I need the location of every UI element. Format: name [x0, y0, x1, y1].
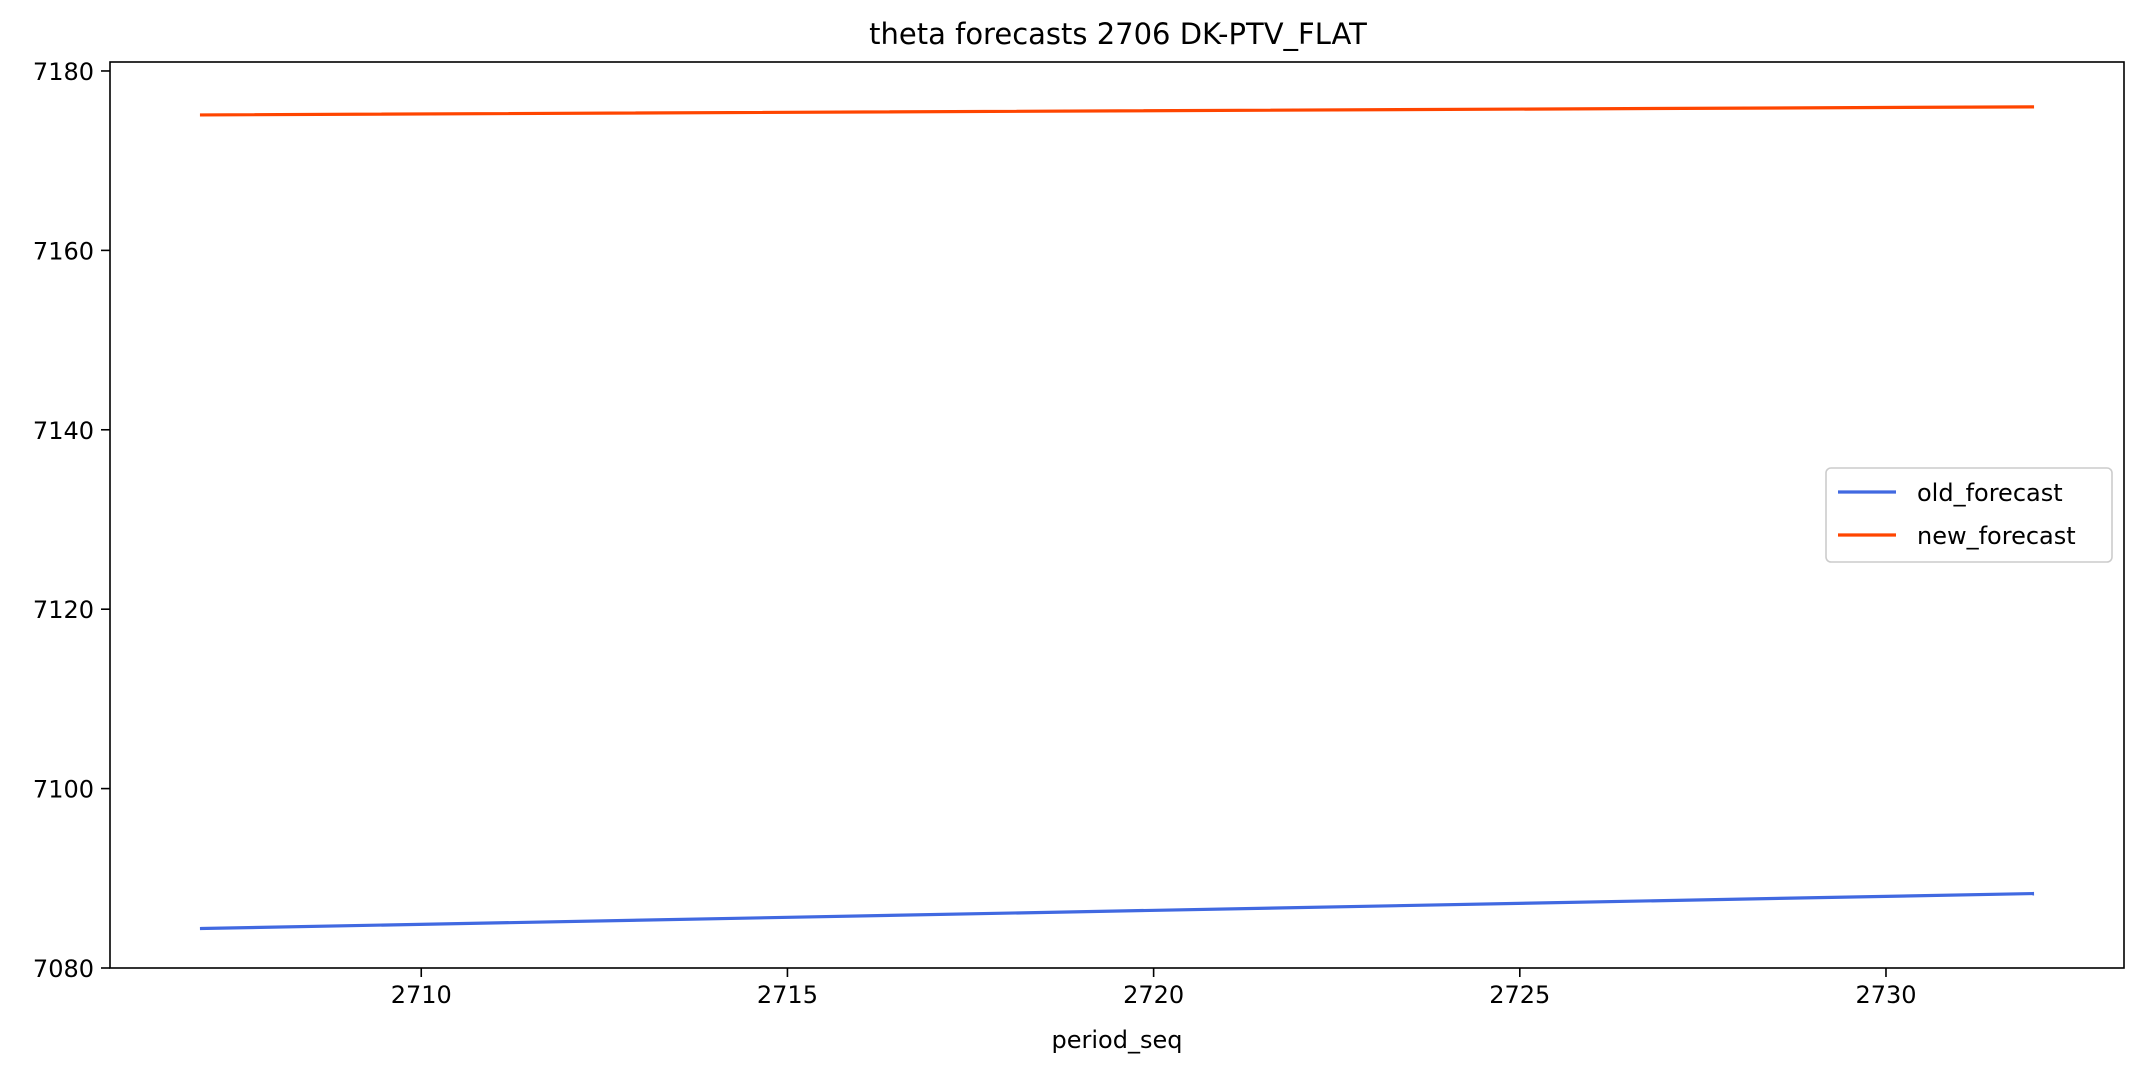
- x-tick-label: 2725: [1489, 981, 1550, 1009]
- y-axis-ticks: 7080 7100 7120 7140 7160 7180: [33, 58, 110, 983]
- legend-label-new-forecast: new_forecast: [1917, 522, 2076, 550]
- series-layer: [199, 105, 2035, 931]
- chart-title: theta forecasts 2706 DK-PTV_FLAT: [869, 17, 1367, 51]
- y-tick-label: 7100: [33, 776, 94, 804]
- plot-frame: [109, 61, 2125, 969]
- legend-box: [1825, 467, 2113, 563]
- legend: old_forecast new_forecast: [1825, 467, 2113, 563]
- y-tick-label: 7080: [33, 955, 94, 983]
- y-tick-label: 7160: [33, 237, 94, 265]
- y-tick-label: 7140: [33, 417, 94, 445]
- x-tick-label: 2730: [1855, 981, 1916, 1009]
- x-tick-label: 2715: [757, 981, 818, 1009]
- x-tick-label: 2710: [391, 981, 452, 1009]
- x-tick-label: 2720: [1123, 981, 1184, 1009]
- x-axis-label: period_seq: [1052, 1026, 1183, 1054]
- y-tick-label: 7120: [33, 596, 94, 624]
- legend-label-old-forecast: old_forecast: [1917, 479, 2063, 507]
- x-axis-ticks: 2710 2715 2720 2725 2730: [391, 968, 1917, 1009]
- series-line-new-forecast: [199, 105, 2035, 117]
- y-tick-label: 7180: [33, 58, 94, 86]
- series-line-old-forecast: [199, 891, 2035, 931]
